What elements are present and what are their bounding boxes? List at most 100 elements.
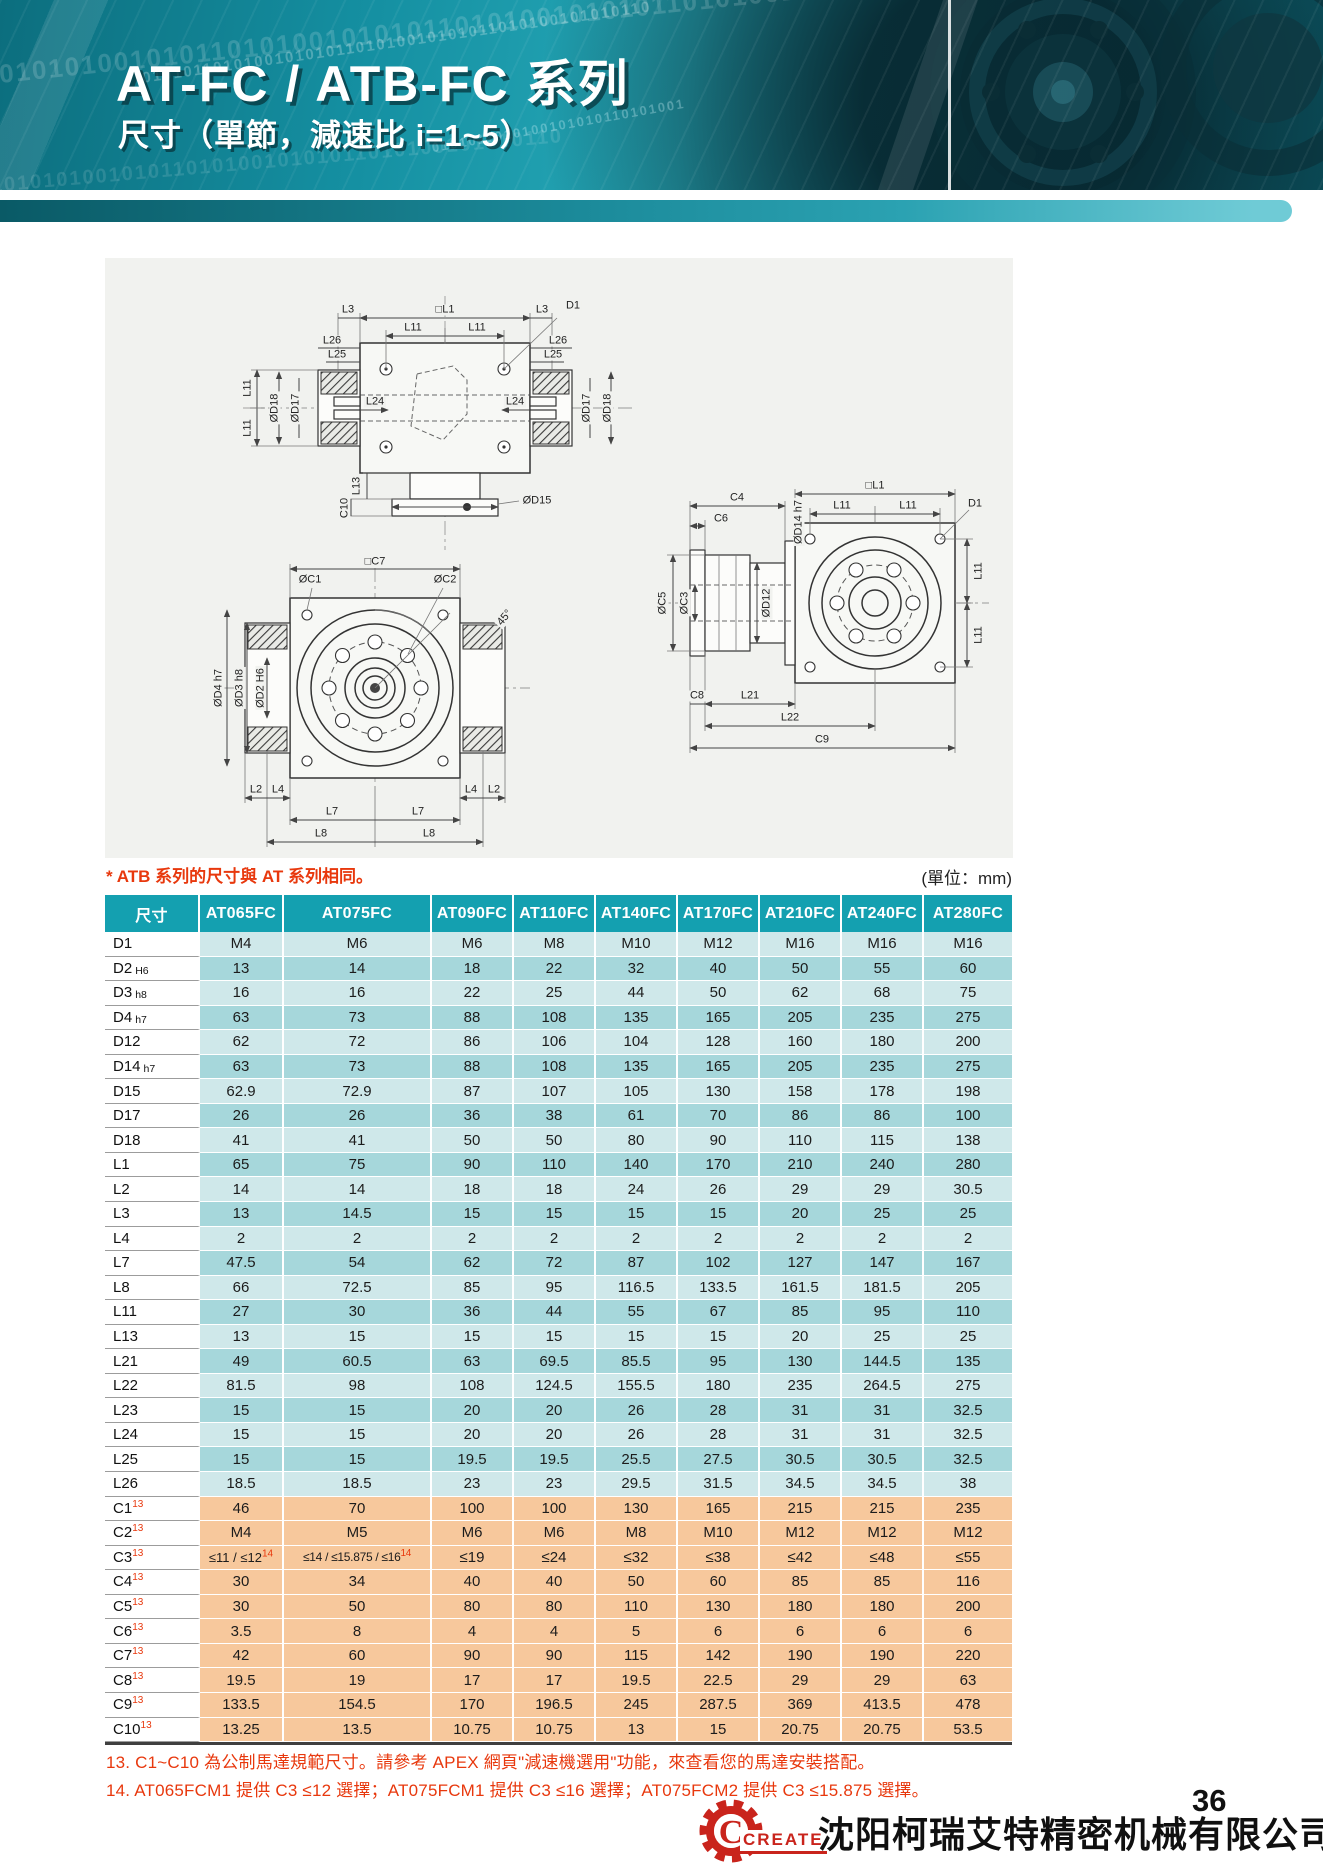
value-cell: 130	[678, 1594, 760, 1620]
company-name: 沈阳柯瑞艾特精密机械有限公司	[818, 1814, 1323, 1855]
value-cell: 369	[760, 1692, 842, 1718]
header-banner: 1010101001010110101001010101101010010101…	[0, 0, 1323, 190]
value-cell: 54	[284, 1251, 432, 1276]
value-cell: 180	[842, 1594, 924, 1620]
value-cell: 18.5	[200, 1472, 284, 1497]
value-cell: ≤24	[514, 1545, 596, 1571]
value-cell: 8	[284, 1619, 432, 1644]
table-row-D18: D18 41 41 50 50 80 90 110 115 138	[105, 1128, 1012, 1153]
value-cell: 32.5	[924, 1422, 1012, 1448]
value-cell: 215	[842, 1496, 924, 1522]
dimension-label: L11	[972, 560, 985, 582]
value-cell: 15	[284, 1422, 432, 1448]
value-cell: 20.75	[842, 1717, 924, 1743]
column-header-AT280FC: AT280FC	[924, 895, 1012, 932]
value-cell: 413.5	[842, 1692, 924, 1718]
value-cell: 73	[284, 1005, 432, 1031]
value-cell: 69.5	[514, 1349, 596, 1374]
value-cell: 25	[842, 1324, 924, 1350]
table-row-C4: C413 30 34 40 40 50 60 85 85 116	[105, 1570, 1012, 1595]
dimension-label: L4	[462, 783, 480, 796]
value-cell: M12	[924, 1521, 1012, 1546]
value-cell: 34	[284, 1570, 432, 1595]
value-cell: 135	[596, 1005, 678, 1031]
value-cell: 19.5	[200, 1668, 284, 1693]
row-label: L2	[105, 1177, 200, 1203]
value-cell: 115	[596, 1643, 678, 1669]
value-cell: M12	[760, 1521, 842, 1546]
row-label: L24	[105, 1422, 200, 1448]
value-cell: 20	[432, 1398, 514, 1423]
table-row-L7: L7 47.5 54 62 72 87 102 127 147 167	[105, 1251, 1012, 1276]
table-row-D17: D17 26 26 36 38 61 70 86 86 100	[105, 1103, 1012, 1129]
value-cell: 72	[284, 1030, 432, 1055]
value-cell: 60	[924, 956, 1012, 982]
table-row-L21: L21 49 60.5 63 69.5 85.5 95 130 144.5 135	[105, 1349, 1012, 1374]
row-label: L8	[105, 1275, 200, 1301]
value-cell: 18	[432, 1177, 514, 1203]
value-cell: 15	[514, 1324, 596, 1350]
value-cell: 130	[678, 1079, 760, 1104]
value-cell: 29	[760, 1177, 842, 1203]
value-cell: 62	[760, 981, 842, 1006]
dimension-label: L25	[325, 348, 349, 361]
value-cell: 17	[432, 1668, 514, 1693]
value-cell: 80	[432, 1594, 514, 1620]
value-cell: 135	[924, 1349, 1012, 1374]
unit-note: (單位：mm)	[921, 869, 1012, 888]
value-cell: 72.9	[284, 1079, 432, 1104]
table-row-C9: C913 133.5 154.5 170 196.5 245 287.5 369 413.5 47…	[105, 1692, 1012, 1718]
value-cell: 98	[284, 1373, 432, 1399]
value-cell: 27	[200, 1300, 284, 1325]
value-cell: 15	[200, 1422, 284, 1448]
value-cell: M16	[760, 932, 842, 957]
value-cell: 26	[596, 1398, 678, 1423]
value-cell: 23	[514, 1472, 596, 1497]
value-cell: 85	[432, 1275, 514, 1301]
table-row-L22: L22 81.5 98 108 124.5 155.5 180 235 264.5 275	[105, 1373, 1012, 1399]
value-cell: 2	[284, 1226, 432, 1252]
value-cell: 15	[596, 1202, 678, 1227]
dimension-label: C6	[711, 512, 731, 525]
value-cell: 13	[200, 1202, 284, 1227]
table-row-D14: D14 h7 63 73 88 108 135 165 205 235 275	[105, 1054, 1012, 1080]
value-cell: M12	[842, 1521, 924, 1546]
value-cell: 19.5	[514, 1447, 596, 1473]
banner-divider-line	[948, 0, 951, 190]
row-label: L13	[105, 1324, 200, 1350]
value-cell: 29	[842, 1668, 924, 1693]
value-cell: 170	[432, 1692, 514, 1718]
value-cell: M4	[200, 932, 284, 957]
value-cell: 15	[284, 1398, 432, 1423]
row-label: D15	[105, 1079, 200, 1104]
value-cell: 106	[514, 1030, 596, 1055]
value-cell: 110	[760, 1128, 842, 1153]
value-cell: 275	[924, 1054, 1012, 1080]
value-cell: 180	[678, 1373, 760, 1399]
value-cell: 15	[200, 1398, 284, 1423]
value-cell: 31.5	[678, 1472, 760, 1497]
value-cell: 2	[678, 1226, 760, 1252]
value-cell: ≤14 / ≤15.875 / ≤1614	[284, 1545, 432, 1571]
dimension-table-wrap: 尺寸 AT065FC AT075FC AT090FC AT110FC AT140FC AT1…	[105, 895, 1012, 1746]
value-cell: 30	[200, 1570, 284, 1595]
row-label: L11	[105, 1300, 200, 1325]
value-cell: 20	[514, 1398, 596, 1423]
value-cell: 2	[924, 1226, 1012, 1252]
value-cell: 6	[924, 1619, 1012, 1644]
value-cell: 13.25	[200, 1717, 284, 1743]
row-label: C1013	[105, 1717, 200, 1743]
value-cell: 30	[284, 1300, 432, 1325]
value-cell: 61	[596, 1103, 678, 1129]
value-cell: 31	[760, 1398, 842, 1423]
value-cell: 24	[596, 1177, 678, 1203]
dimension-label: □L1	[433, 303, 457, 316]
value-cell: 170	[678, 1152, 760, 1178]
value-cell: 25	[514, 981, 596, 1006]
value-cell: 220	[924, 1643, 1012, 1669]
dimension-label: ØD14 h7	[792, 497, 805, 547]
table-row-L13: L13 13 15 15 15 15 15 20 25 25	[105, 1324, 1012, 1350]
dimension-label: L22	[778, 711, 802, 724]
value-cell: 17	[514, 1668, 596, 1693]
